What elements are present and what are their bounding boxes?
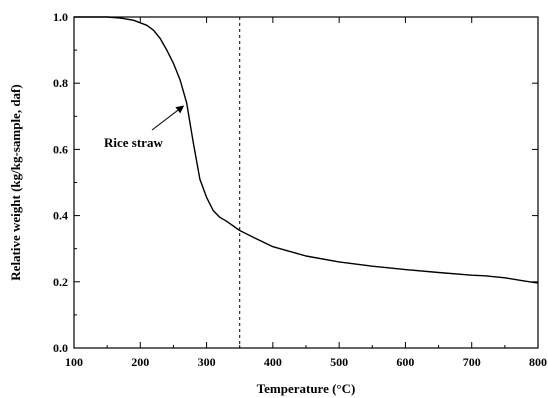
y-tick-label: 0.4 <box>53 209 68 223</box>
x-tick-label: 600 <box>396 355 414 369</box>
x-tick-label: 100 <box>65 355 83 369</box>
y-tick-label: 0.6 <box>53 142 68 156</box>
annotation-label: Rice straw <box>104 135 163 150</box>
series-line <box>74 16 539 284</box>
series-layer <box>74 16 539 284</box>
x-tick-label: 500 <box>330 355 348 369</box>
y-tick-label: 0.8 <box>53 76 68 90</box>
annotation-arrow <box>151 105 185 131</box>
x-tick-label: 300 <box>198 355 216 369</box>
y-tick-label: 0.2 <box>53 275 68 289</box>
x-tick-label: 700 <box>463 355 481 369</box>
y-axis-label: Relative weight (kg/kg-sample, daf) <box>8 84 23 280</box>
y-axis-ticks: 0.0 0.2 0.4 0.6 0.8 1.0 <box>53 10 538 355</box>
y-tick-label: 0.0 <box>53 341 68 355</box>
annotation-layer: Rice straw <box>104 105 185 150</box>
x-axis-label: Temperature (°C) <box>257 381 356 396</box>
plot-frame <box>73 16 539 349</box>
plot-border <box>73 16 539 349</box>
x-axis-ticks: 100 200 300 400 500 600 700 800 <box>65 17 547 369</box>
x-tick-label: 200 <box>131 355 149 369</box>
x-tick-label: 800 <box>529 355 547 369</box>
y-tick-label: 1.0 <box>53 10 68 24</box>
x-tick-label: 400 <box>264 355 282 369</box>
